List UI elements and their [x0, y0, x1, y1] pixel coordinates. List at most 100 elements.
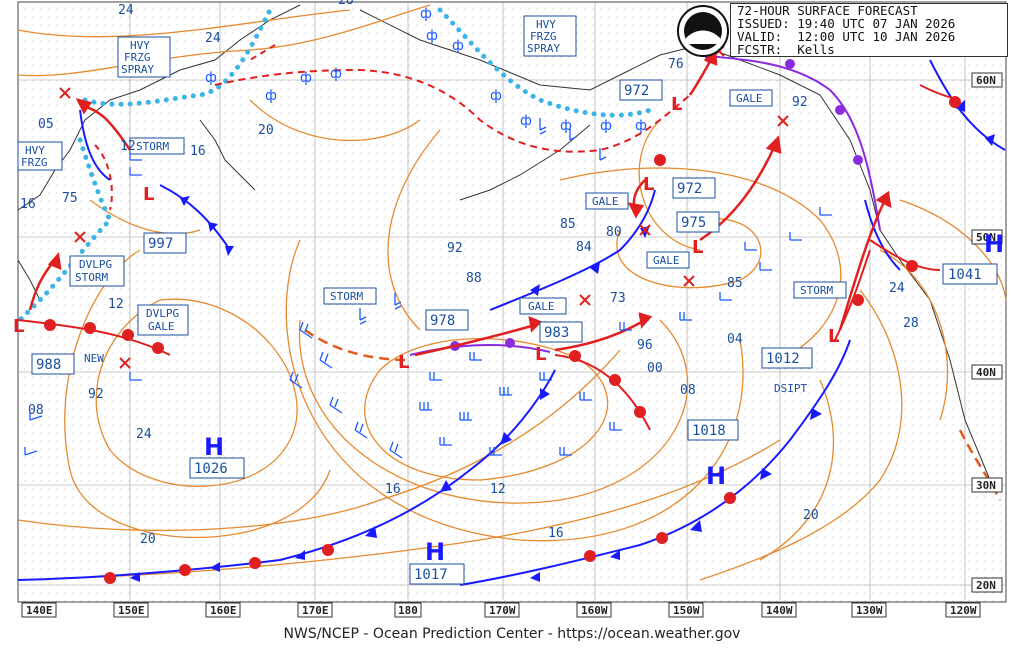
warning-gale-1-label: GALE — [528, 300, 555, 313]
isobar-label: 28 — [903, 316, 919, 331]
new-label: NEW — [84, 352, 104, 365]
low-value: 975 — [681, 215, 706, 231]
lon-label: 160E — [210, 604, 237, 617]
warning-text-line: FRZG — [124, 51, 151, 64]
high-symbols: H H H H — [204, 230, 1004, 566]
lon-label: 150W — [673, 604, 700, 617]
svg-text:ф: ф — [205, 70, 217, 86]
warning-storm-3: STORM — [793, 281, 847, 299]
warning-gale-3-label: GALE — [653, 254, 680, 267]
lon-label: 140E — [26, 604, 53, 617]
warning-gale-4-label: GALE — [736, 92, 763, 105]
svg-text:ф: ф — [300, 70, 312, 86]
svg-text:ф: ф — [600, 118, 612, 134]
warning-gale-1: GALE — [519, 297, 567, 315]
lon-label: 130W — [856, 604, 883, 617]
isobar-label: 16 — [20, 197, 36, 212]
high-letter: H — [425, 538, 445, 566]
isobar-label: 24 — [889, 281, 905, 296]
storm-track-arrows — [28, 49, 892, 357]
svg-text:L: L — [692, 237, 703, 258]
isobar-label: 84 — [576, 240, 592, 255]
low-value: 978 — [430, 313, 455, 329]
svg-text:L: L — [535, 344, 546, 365]
svg-text:L: L — [398, 352, 409, 373]
warning-storm-3-label: STORM — [800, 284, 833, 297]
freezing-spray-symbols: ффф фф ф ф фф фф ф — [205, 6, 647, 134]
warning-storm-1-label: STORM — [136, 140, 169, 153]
isobar-label: 16 — [190, 144, 206, 159]
low-value: 1018 — [692, 423, 726, 439]
dsipt-label: DSIPT — [774, 382, 807, 395]
isobar-label: 92 — [447, 241, 463, 256]
warning-text-line: SPRAY — [121, 63, 154, 76]
header-valid: VALID: 12:00 UTC 10 JAN 2026 — [737, 29, 956, 44]
noaa-logo — [676, 4, 730, 58]
lat-label: 60N — [976, 74, 996, 87]
trough-lines — [94, 44, 691, 211]
warning-storm-2-label: STORM — [330, 290, 363, 303]
isobar-label: 16 — [548, 526, 564, 541]
isobar-label: 85 — [727, 276, 743, 291]
high-letter: H — [706, 462, 726, 490]
svg-text:ф: ф — [452, 38, 464, 54]
svg-text:STORM: STORM — [75, 271, 108, 284]
isobar-label: 75 — [62, 191, 78, 206]
isobar-label: 08 — [28, 403, 44, 418]
isobar-label: 00 — [647, 361, 663, 376]
svg-text:ф: ф — [635, 118, 647, 134]
svg-text:ф: ф — [265, 88, 277, 104]
isobar-label: 20 — [258, 123, 274, 138]
cold-front-barbs — [130, 100, 995, 582]
svg-text:SPRAY: SPRAY — [527, 42, 560, 55]
isobar-label: 28 — [338, 0, 354, 8]
isobar-label: 12 — [120, 139, 136, 154]
header-forecaster: FCSTR: Kells — [737, 42, 835, 57]
footer-credit: NWS/NCEP - Ocean Prediction Center - htt… — [283, 626, 741, 642]
warning-text-line: HVY — [130, 39, 150, 52]
svg-text:L: L — [671, 94, 682, 115]
low-value: 997 — [148, 236, 173, 252]
svg-text:ф: ф — [426, 28, 438, 44]
warning-gale-4: GALE — [729, 89, 773, 107]
annotations: NEW DSIPT — [84, 352, 807, 395]
isobar-label: 96 — [637, 338, 653, 353]
warm-front-bumps — [44, 96, 961, 584]
isobar-label: 12 — [108, 297, 124, 312]
high-value: 1041 — [948, 267, 982, 283]
isobar-label: 76 — [668, 57, 684, 72]
cold-fronts — [17, 59, 1006, 586]
lat-label: 20N — [976, 579, 996, 592]
low-value: 983 — [544, 325, 569, 341]
svg-text:ф: ф — [490, 88, 502, 104]
warning-gale-2: GALE — [585, 192, 629, 210]
isobar-label: 24 — [136, 427, 152, 442]
low-value: 1012 — [766, 351, 800, 367]
isobar-label: 08 — [680, 383, 696, 398]
freezing-spray-boundary — [17, 7, 653, 323]
lon-label: 170W — [489, 604, 516, 617]
isobar-label: 92 — [88, 387, 104, 402]
lat-label: 50N — [976, 231, 996, 244]
svg-text:L: L — [643, 174, 654, 195]
low-value: 988 — [36, 357, 61, 373]
isobar-label: 24 — [118, 3, 134, 18]
latitude-labels: 60N 50N 40N 30N 20N — [971, 72, 1003, 593]
svg-text:ф: ф — [520, 113, 532, 129]
isobar-label: 16 — [385, 482, 401, 497]
lon-label: 120W — [950, 604, 977, 617]
trough-axis — [304, 328, 1002, 501]
high-value: 1017 — [414, 567, 448, 583]
isobar-label: 88 — [466, 271, 482, 286]
lon-label: 150E — [118, 604, 145, 617]
high-letter: H — [984, 230, 1004, 258]
longitude-labels: 140E 150E 160E 170E 180 170W 160W 150W 1… — [21, 602, 981, 618]
lat-label: 40N — [976, 366, 996, 379]
svg-text:FRZG: FRZG — [530, 30, 557, 43]
high-value: 1026 — [194, 461, 228, 477]
svg-text:ф: ф — [420, 6, 432, 22]
low-symbols: L L L L L L L L — [13, 94, 839, 373]
